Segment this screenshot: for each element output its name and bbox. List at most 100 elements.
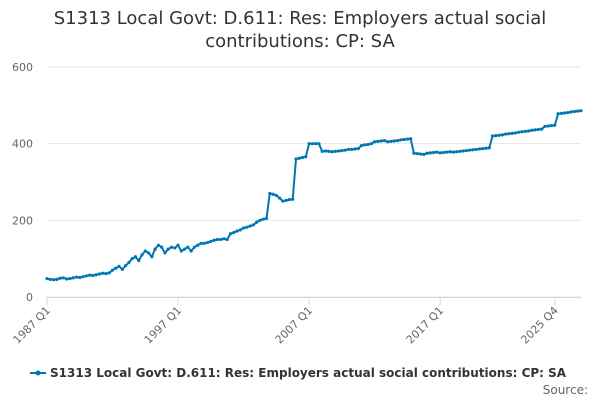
data-point <box>314 142 318 146</box>
data-point <box>271 192 275 196</box>
data-point <box>422 152 426 156</box>
data-point <box>346 147 350 152</box>
data-point <box>333 149 337 153</box>
data-point <box>264 216 269 221</box>
data-point <box>101 271 105 275</box>
data-point <box>104 272 108 276</box>
data-point <box>107 271 111 275</box>
data-point <box>222 237 226 241</box>
chart-title-line1: S1313 Local Govt: D.611: Res: Employers … <box>54 8 547 29</box>
data-point <box>510 131 514 135</box>
data-point <box>219 237 223 242</box>
data-point <box>431 150 436 155</box>
data-point <box>543 124 547 129</box>
data-point <box>520 130 524 134</box>
data-point <box>58 276 62 280</box>
data-point <box>330 150 334 154</box>
data-point <box>215 237 219 242</box>
data-point <box>212 238 216 242</box>
data-point <box>376 139 380 143</box>
data-point <box>402 137 406 142</box>
data-point <box>160 245 164 249</box>
data-point <box>409 137 413 141</box>
data-point <box>353 147 357 151</box>
data-point <box>74 275 79 279</box>
data-point <box>189 249 193 253</box>
y-tick-label-400: 400 <box>12 138 33 151</box>
data-point <box>91 273 95 278</box>
data-point <box>65 277 69 281</box>
data-point <box>94 273 98 277</box>
data-point <box>294 157 298 161</box>
data-point <box>209 239 213 244</box>
data-point <box>51 278 56 282</box>
data-point <box>304 155 308 159</box>
data-point <box>232 231 236 235</box>
data-point <box>150 255 154 259</box>
data-point <box>146 251 151 255</box>
data-point <box>261 217 265 221</box>
data-point <box>153 247 157 251</box>
legend-item-label[interactable]: S1313 Local Govt: D.611: Res: Employers … <box>50 366 567 380</box>
data-point <box>461 149 465 153</box>
data-point <box>359 143 364 148</box>
data-point <box>130 257 134 261</box>
data-point <box>68 277 72 281</box>
data-point <box>576 109 580 113</box>
data-point <box>540 127 544 131</box>
data-point <box>336 149 341 153</box>
data-point <box>173 246 177 250</box>
data-point <box>379 139 383 143</box>
data-point <box>192 245 197 249</box>
data-point <box>163 251 167 255</box>
data-point <box>235 229 239 233</box>
data-point <box>490 134 495 138</box>
data-point <box>238 228 242 232</box>
data-point <box>133 255 138 259</box>
data-point <box>268 191 272 196</box>
data-point <box>471 148 475 152</box>
y-axis-ticks: 0 200 400 600 <box>12 61 33 304</box>
data-point <box>205 240 210 245</box>
data-point <box>412 151 416 155</box>
data-point <box>500 133 504 137</box>
data-point <box>425 151 429 155</box>
data-point <box>418 152 423 156</box>
data-point <box>117 264 121 268</box>
data-point <box>110 268 115 272</box>
data-point <box>317 142 321 146</box>
data-point <box>327 149 331 153</box>
x-axis: 1987 Q1 1997 Q1 2007 Q1 2017 Q1 2025 Q4 <box>11 297 581 346</box>
data-point <box>549 124 554 128</box>
data-point <box>350 147 354 152</box>
data-point <box>258 218 262 222</box>
data-point <box>556 112 560 116</box>
data-point <box>278 196 282 200</box>
x-tick-label-1: 1997 Q1 <box>142 304 185 347</box>
data-point <box>84 274 88 278</box>
data-point <box>487 146 491 150</box>
data-point <box>241 226 246 230</box>
data-point <box>382 139 387 143</box>
data-point <box>284 198 288 202</box>
data-point <box>156 243 160 247</box>
data-point <box>320 149 324 153</box>
data-point <box>438 151 442 155</box>
data-point <box>176 243 180 247</box>
data-point <box>78 275 82 280</box>
data-point <box>228 232 233 236</box>
data-point <box>281 199 285 203</box>
legend[interactable]: S1313 Local Govt: D.611: Res: Employers … <box>30 366 567 380</box>
data-point <box>451 150 455 154</box>
data-point <box>399 138 403 142</box>
data-point <box>248 224 252 228</box>
data-point <box>435 150 439 154</box>
y-tick-label-200: 200 <box>12 214 33 227</box>
data-point <box>274 193 278 198</box>
data-point <box>124 263 128 268</box>
data-point <box>114 266 118 270</box>
data-point <box>579 109 583 113</box>
data-point <box>120 267 124 271</box>
data-point <box>169 245 174 249</box>
data-point <box>81 275 85 279</box>
